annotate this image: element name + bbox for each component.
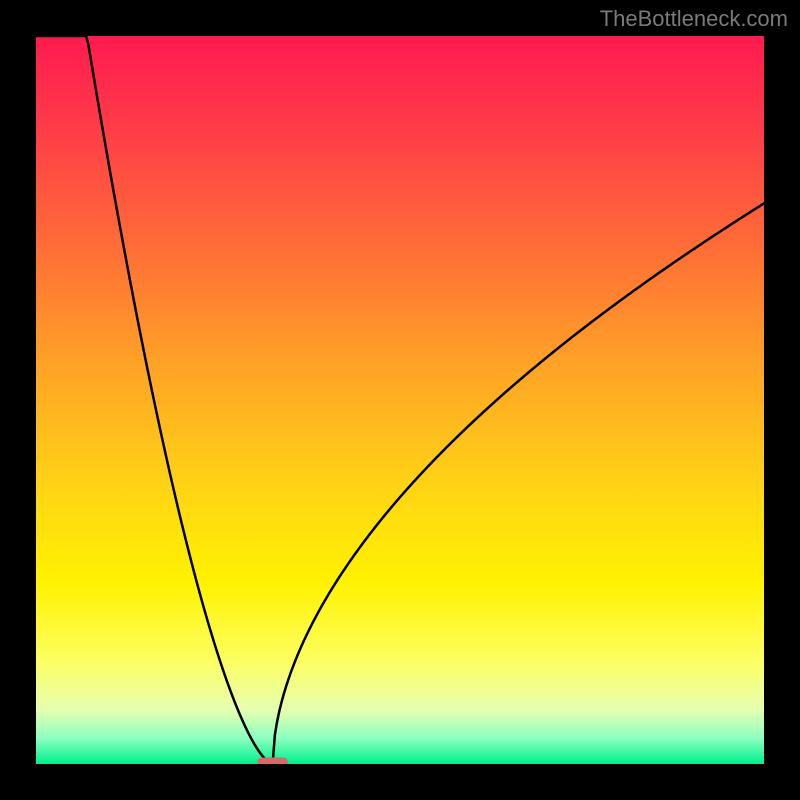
bottleneck-curve-chart [36, 36, 764, 764]
minimum-marker [257, 757, 288, 764]
watermark-label: TheBottleneck.com [600, 6, 788, 32]
chart-background [36, 36, 764, 764]
